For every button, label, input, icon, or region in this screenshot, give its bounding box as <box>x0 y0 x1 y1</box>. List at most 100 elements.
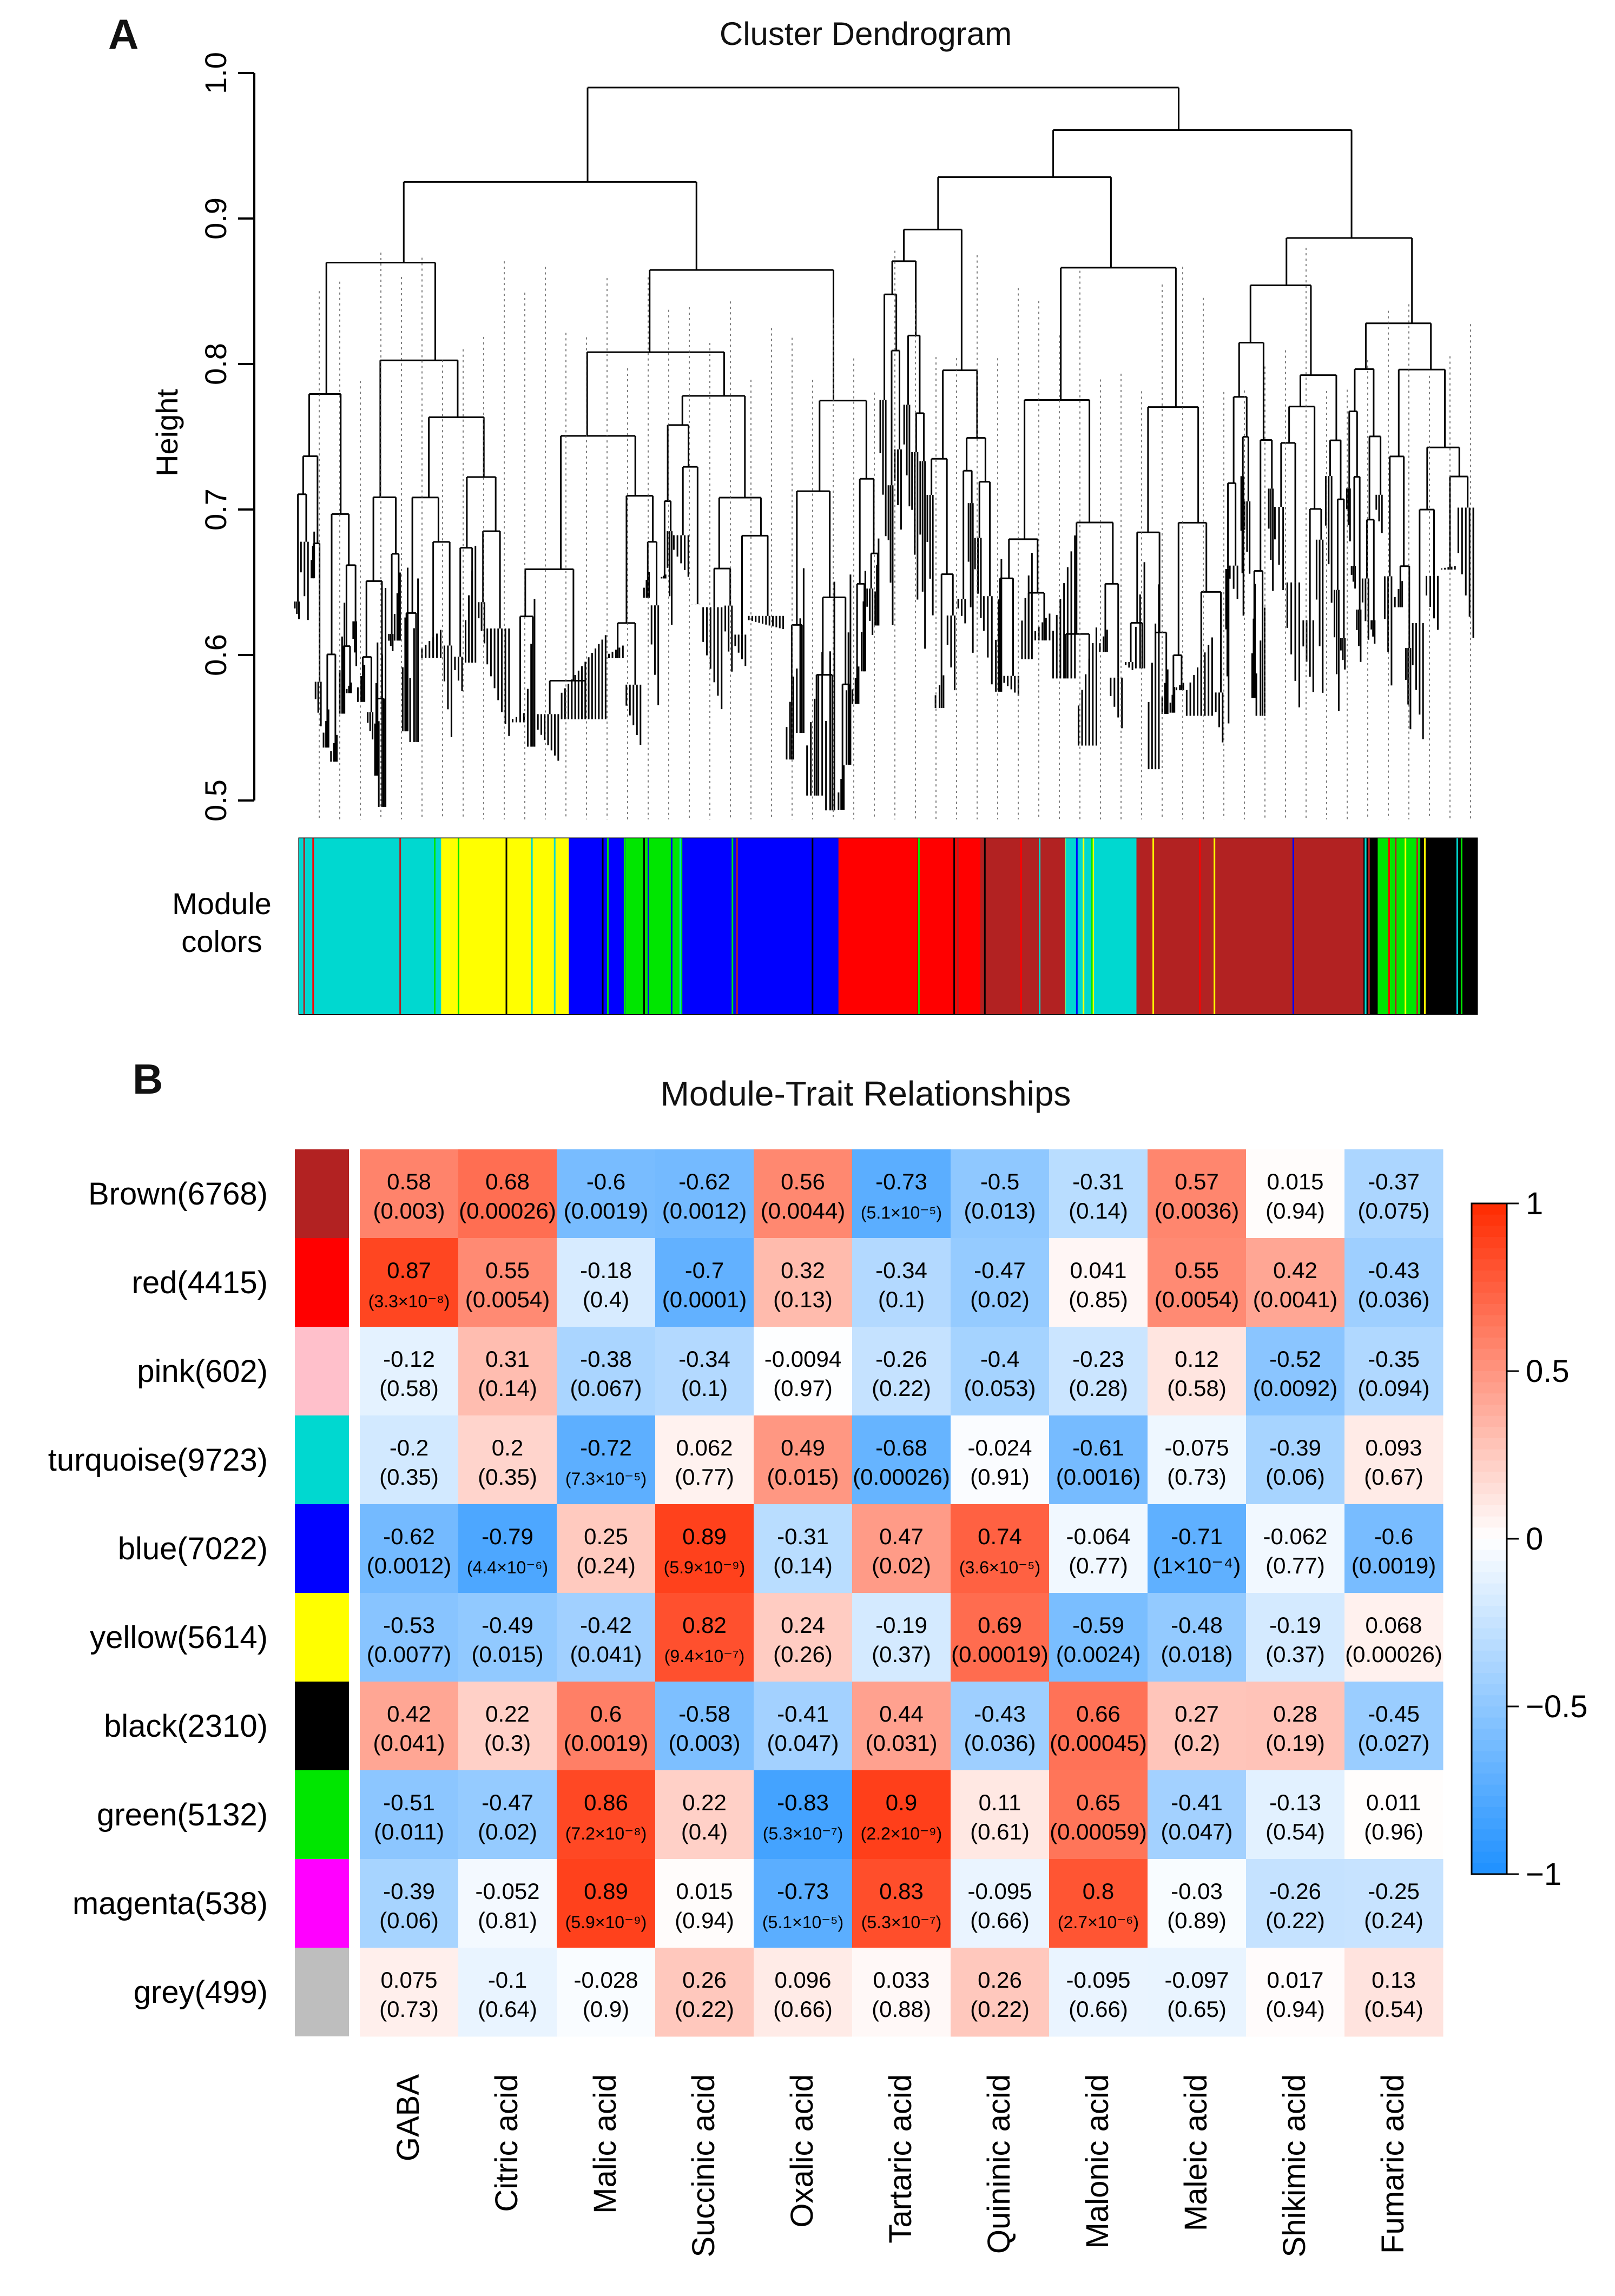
cell-value: -0.41 <box>777 1701 829 1726</box>
cell-value: -0.47 <box>974 1258 1026 1283</box>
heatmap-cell <box>754 1682 853 1771</box>
module-color-streak <box>582 838 584 1014</box>
colorbar-step <box>1472 1315 1507 1327</box>
row-swatch-black <box>295 1682 349 1770</box>
cell-pvalue: (5.1×10⁻⁵) <box>762 1913 843 1932</box>
cell-pvalue: (0.0054) <box>1155 1287 1239 1312</box>
y-tick-label: 0.9 <box>199 197 233 240</box>
cell-pvalue: (0.1) <box>681 1375 728 1401</box>
cell-pvalue: (0.0019) <box>1352 1553 1436 1578</box>
module-color-streak <box>1152 838 1155 1014</box>
heatmap-cell <box>951 1149 1050 1239</box>
cell-pvalue: (5.3×10⁻⁷) <box>763 1824 843 1843</box>
cell-pvalue: (5.1×10⁻⁵) <box>861 1203 942 1222</box>
cell-pvalue: (0.0016) <box>1056 1464 1141 1490</box>
cell-value: -0.43 <box>1368 1258 1420 1283</box>
colorbar-step <box>1472 1583 1507 1596</box>
heatmap-row-swatches <box>295 1149 349 2036</box>
cell-pvalue: (0.61) <box>970 1819 1030 1844</box>
cell-pvalue: (0.22) <box>872 1375 931 1401</box>
module-color-streak <box>623 838 625 1014</box>
heatmap-cell <box>1344 1593 1443 1682</box>
cell-pvalue: (0.067) <box>570 1375 642 1401</box>
module-color-streak <box>607 838 609 1014</box>
cell-pvalue: (0.14) <box>478 1375 537 1401</box>
cell-pvalue: (0.77) <box>1069 1553 1128 1578</box>
cell-value: -0.052 <box>475 1878 539 1904</box>
module-trait-heatmap: Brown(6768) red(4415) pink(602) turquoise(9… <box>48 1149 1588 2257</box>
module-color-streak <box>647 838 649 1014</box>
heatmap-cell <box>1246 1327 1345 1416</box>
heatmap-cell <box>557 1682 656 1771</box>
cell-pvalue: (0.06) <box>379 1908 439 1933</box>
cell-pvalue: (0.0024) <box>1056 1642 1141 1667</box>
heatmap-cells: 0.58 (0.003) 0.68 (0.00026) -0.6 (0.0019) -0.6… <box>360 1149 1443 2037</box>
cell-value: -0.34 <box>678 1346 730 1372</box>
cell-value: -0.0094 <box>764 1346 841 1372</box>
cell-pvalue: (0.67) <box>1364 1464 1423 1490</box>
heatmap-cell <box>557 1327 656 1416</box>
module-color-streak <box>1395 838 1397 1014</box>
cell-value: 0.8 <box>1083 1878 1114 1904</box>
module-color-streak <box>1039 838 1041 1014</box>
colorbar-step <box>1472 1427 1507 1439</box>
colorbar-step <box>1472 1594 1507 1606</box>
cell-value: -0.26 <box>875 1346 927 1372</box>
heatmap-cell <box>1049 1327 1148 1416</box>
heatmap-cell <box>458 1948 557 2037</box>
cell-pvalue: (0.02) <box>872 1553 931 1578</box>
heatmap-cell <box>1344 1504 1443 1593</box>
cell-pvalue: (0.015) <box>767 1464 839 1490</box>
cell-value: 0.017 <box>1267 1967 1323 1993</box>
cell-value: -0.31 <box>1072 1169 1124 1194</box>
heatmap-cell <box>655 1149 754 1239</box>
heatmap-cell <box>1246 1504 1345 1593</box>
cell-pvalue: (0.013) <box>964 1198 1036 1223</box>
dendrogram-plot: 0.5 0.6 0.7 0.8 0.9 1.0 Height Module colors <box>150 52 1478 1015</box>
heatmap-cell <box>951 1770 1050 1860</box>
heatmap-cell <box>852 1238 951 1327</box>
cell-pvalue: (7.3×10⁻⁵) <box>565 1469 647 1488</box>
heatmap-cell <box>951 1859 1050 1948</box>
heatmap-cell <box>1049 1504 1148 1593</box>
column-label: Shikimic acid <box>1277 2074 1312 2257</box>
cell-pvalue: (0.036) <box>1357 1287 1429 1312</box>
module-color-streak <box>1092 838 1094 1014</box>
cell-pvalue: (0.28) <box>1069 1375 1128 1401</box>
column-label: Succinic acid <box>686 2074 721 2257</box>
module-color-streak <box>670 838 673 1014</box>
heatmap-cell <box>458 1238 557 1327</box>
colorbar-step <box>1472 1695 1507 1707</box>
cell-value: -0.48 <box>1171 1612 1223 1638</box>
dendrogram-title: Cluster Dendrogram <box>719 16 1012 52</box>
heatmap-cell <box>557 1859 656 1948</box>
heatmap-cell <box>754 1948 853 2037</box>
cell-pvalue: (0.3) <box>484 1730 531 1756</box>
colorbar-step <box>1472 1348 1507 1361</box>
heatmap-cell <box>1148 1770 1247 1860</box>
module-color-segment-yellow <box>441 838 569 1014</box>
colorbar-step <box>1472 1706 1507 1718</box>
heatmap-cell <box>852 1593 951 1682</box>
colorbar-step <box>1472 1729 1507 1741</box>
module-color-streak <box>303 838 305 1014</box>
cell-value: -0.19 <box>1269 1612 1321 1638</box>
row-label: red(4415) <box>132 1265 268 1300</box>
colorbar-step <box>1472 1628 1507 1640</box>
heatmap-cell <box>852 1149 951 1239</box>
cell-value: -0.37 <box>1368 1169 1420 1194</box>
cell-value: -0.61 <box>1072 1435 1124 1460</box>
heatmap-cell <box>1049 1593 1148 1682</box>
heatmap-cell <box>1246 1149 1345 1239</box>
heatmap-cell <box>655 1948 754 2037</box>
cell-value: 0.011 <box>1366 1790 1421 1815</box>
row-swatch-turquoise <box>295 1415 349 1504</box>
cell-value: 0.068 <box>1365 1612 1422 1638</box>
cell-value: 0.32 <box>781 1258 825 1283</box>
colorbar-step <box>1472 1494 1507 1506</box>
cell-pvalue: (0.06) <box>1265 1464 1325 1490</box>
module-color-streak <box>1460 838 1462 1014</box>
heatmap-cell <box>655 1504 754 1593</box>
cell-pvalue: (2.7×10⁻⁶) <box>1058 1913 1139 1932</box>
row-label: green(5132) <box>97 1797 268 1832</box>
